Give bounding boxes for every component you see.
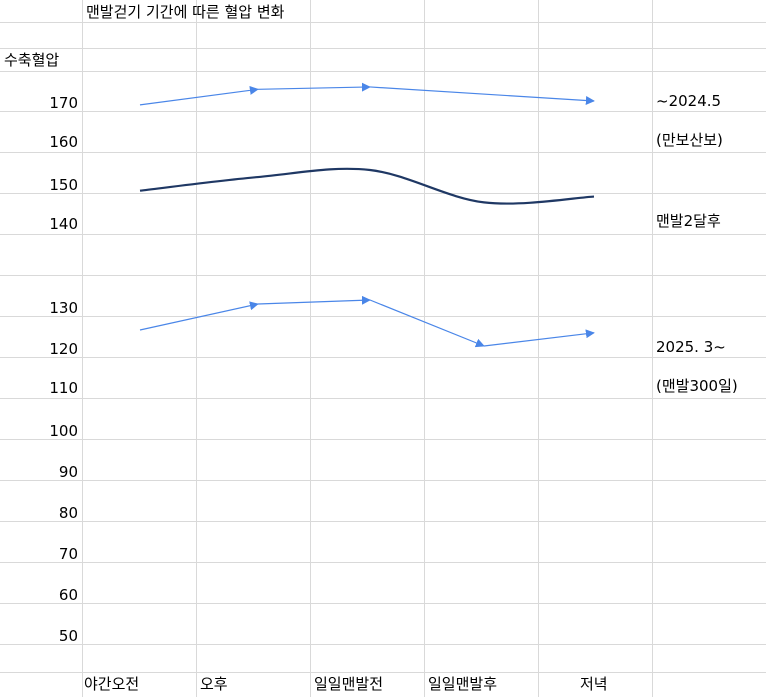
y-tick-50: 50 — [58, 627, 78, 645]
y-tick-170: 170 — [49, 94, 78, 112]
legend-middle-name: 맨발2달후 — [656, 212, 721, 230]
legend-bottom-subname: (맨발300일) — [656, 377, 738, 395]
legend-top-name: ~2024.5 — [656, 92, 722, 110]
y-tick-60: 60 — [58, 586, 78, 604]
series-2-segment-1 — [257, 295, 371, 305]
y-tick-130: 130 — [49, 299, 78, 317]
chart-title: 맨발걷기 기간에 따른 혈압 변화 — [86, 3, 285, 21]
series-0-segment-0 — [139, 85, 259, 106]
y-tick-110: 110 — [49, 379, 78, 397]
x-tick-3: 일일맨발후 — [428, 675, 498, 693]
legend-bottom-name: 2025. 3~ — [656, 338, 726, 356]
x-tick-1: 오후 — [200, 675, 228, 693]
series-0-segment-2 — [369, 86, 595, 105]
legend-top-subname: (만보산보) — [656, 131, 723, 149]
y-tick-70: 70 — [58, 545, 78, 563]
series-2-segment-0 — [139, 301, 259, 331]
series-0-segment-1 — [257, 82, 371, 92]
y-tick-100: 100 — [49, 422, 78, 440]
series-1-line — [139, 167, 595, 205]
x-tick-0: 야간오전 — [84, 675, 140, 693]
y-tick-140: 140 — [49, 215, 78, 233]
y-tick-90: 90 — [58, 463, 78, 481]
y-tick-160: 160 — [49, 133, 78, 151]
y-tick-80: 80 — [58, 504, 78, 522]
y-tick-120: 120 — [49, 340, 78, 358]
series-2-segment-2 — [369, 299, 485, 348]
y-tick-150: 150 — [49, 176, 78, 194]
y-axis-label: 수축혈압 — [4, 51, 60, 69]
x-tick-2: 일일맨발전 — [314, 675, 384, 693]
series-2-segment-3 — [483, 329, 595, 347]
x-tick-4: 저녁 — [580, 675, 608, 693]
